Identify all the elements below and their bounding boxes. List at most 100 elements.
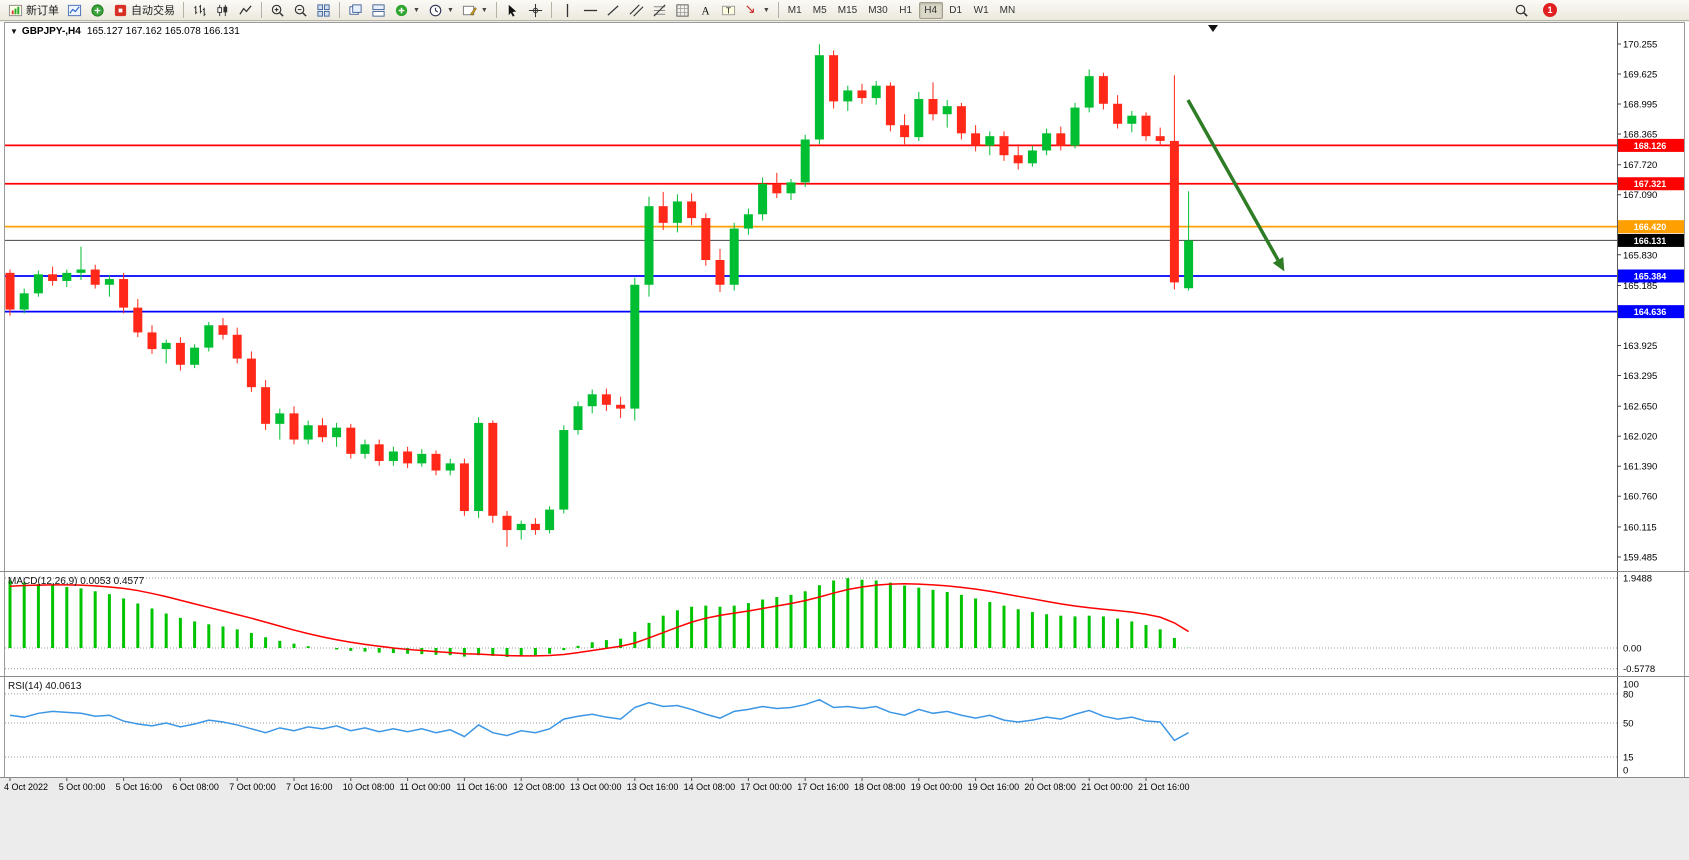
candle-body (346, 427, 356, 454)
candle-body (147, 332, 157, 350)
price-tick-label: 168.365 (1623, 130, 1657, 141)
candle-body (658, 206, 668, 223)
timeframe-button-mn[interactable]: MN (999, 4, 1016, 16)
market-depth-icon (91, 3, 104, 17)
svg-text:A: A (701, 5, 710, 17)
rsi-axis-label: 50 (1623, 719, 1634, 730)
candle-body (133, 307, 143, 333)
timeframe-button-h1[interactable]: H1 (899, 4, 913, 16)
indicators-add-icon (395, 4, 408, 16)
text-label-tool-button[interactable]: T (717, 1, 740, 19)
vertical-line-tool-button[interactable] (556, 1, 579, 19)
svg-text:T: T (726, 5, 731, 15)
candlestick-mode-button[interactable] (211, 1, 234, 19)
level-price-badge-label: 165.384 (1634, 272, 1667, 282)
search-button[interactable] (1510, 1, 1533, 19)
timeframe-button-m30[interactable]: M30 (868, 4, 888, 16)
tile-windows-button[interactable] (312, 1, 335, 19)
new-order-button[interactable]: 新订单 (4, 1, 63, 19)
candle-body (317, 425, 327, 438)
horizontal-line-tool-button[interactable] (579, 1, 602, 19)
chart-header: ▼ GBPJPY-,H4 165.127 167.162 165.078 166.1… (10, 26, 240, 37)
market-depth-button[interactable] (86, 1, 109, 19)
rsi-axis-label: 0 (1623, 766, 1628, 777)
candle-body (175, 342, 185, 365)
rsi-line (9, 698, 1189, 742)
notification-badge[interactable]: 1 (1543, 3, 1557, 17)
candle-body (516, 523, 526, 531)
timeframe-button-d1[interactable]: D1 (949, 4, 963, 16)
cursor-tool-button[interactable] (501, 1, 524, 19)
search-icon (1515, 4, 1528, 17)
zoom-in-button[interactable] (266, 1, 289, 19)
text-tool-button[interactable]: A (694, 1, 717, 19)
candle-body (445, 463, 455, 471)
arrange-windows-button[interactable] (344, 1, 367, 19)
new-order-label: 新订单 (26, 5, 59, 17)
time-tick-label: 11 Oct 00:00 (400, 782, 451, 792)
timeframe-button-m15[interactable]: M15 (837, 4, 858, 16)
level-price-badge (1618, 138, 1684, 152)
chevron-down-icon: ▼ (480, 6, 488, 14)
toolbar-separator (777, 2, 779, 18)
candle-body (985, 136, 995, 146)
timeframe-button-h4[interactable]: H4 (918, 1, 943, 19)
candle-body (161, 342, 171, 350)
candle-body (417, 453, 427, 464)
candle-body (857, 90, 867, 99)
arrow-objects-button[interactable]: ▼ (740, 1, 774, 19)
charts-icon (67, 4, 82, 16)
trend-arrow-head (1272, 257, 1285, 272)
timeframe-button-w1[interactable]: W1 (973, 4, 989, 16)
candle-body (62, 272, 72, 281)
time-tick-label: 7 Oct 16:00 (286, 782, 333, 792)
line-chart-mode-button[interactable] (234, 1, 257, 19)
objects-grid-button[interactable] (671, 1, 694, 19)
fibonacci-icon (653, 3, 666, 17)
candle-body (587, 394, 597, 407)
cascade-windows-button[interactable] (367, 1, 390, 19)
price-tick-label: 160.115 (1623, 522, 1657, 533)
chart-shift-marker-icon[interactable] (1208, 25, 1218, 32)
time-tick-label: 4 Oct 2022 (4, 782, 48, 792)
timeframe-button-m5[interactable]: M5 (812, 4, 827, 16)
autotrading-icon (114, 4, 127, 16)
template-icon (462, 5, 477, 16)
candle-body (275, 413, 285, 424)
candle-body (1127, 115, 1137, 124)
candle-body (502, 515, 512, 531)
trendline-tool-button[interactable] (602, 1, 625, 19)
price-tick-label: 160.760 (1623, 492, 1657, 503)
crosshair-tool-button[interactable] (524, 1, 547, 19)
candle-body (388, 451, 398, 462)
level-price-badge (1618, 177, 1684, 191)
price-tick-label: 162.020 (1623, 432, 1657, 443)
candle-body (488, 422, 498, 516)
channel-tool-button[interactable] (625, 1, 648, 19)
charts-button[interactable] (63, 1, 86, 19)
candle-body (829, 55, 839, 102)
timeframe-button-m1[interactable]: M1 (787, 4, 802, 16)
time-tick-label: 21 Oct 00:00 (1081, 782, 1133, 792)
templates-button[interactable]: ▼ (458, 1, 492, 19)
bar-chart-mode-button[interactable] (188, 1, 211, 19)
one-click-trading-toggle-icon[interactable]: ▼ (10, 27, 18, 36)
time-axis[interactable] (0, 778, 1689, 798)
time-tick-label: 18 Oct 08:00 (854, 782, 906, 792)
autotrading-button[interactable]: 自动交易 (109, 1, 179, 19)
candle-body (956, 106, 966, 134)
candle-body (871, 85, 881, 99)
trend-arrow-annotation[interactable] (1186, 99, 1280, 261)
candle-body (289, 413, 299, 440)
candle-body (928, 99, 938, 115)
zoom-out-button[interactable] (289, 1, 312, 19)
clock-icon (429, 4, 442, 16)
periods-button[interactable]: ▼ (424, 1, 458, 19)
indicators-button[interactable]: ▼ (390, 1, 424, 19)
candle-body (687, 201, 697, 219)
candle-body (530, 523, 540, 531)
candle-body (332, 427, 342, 438)
candle-body (403, 451, 413, 464)
fibonacci-tool-button[interactable] (648, 1, 671, 19)
